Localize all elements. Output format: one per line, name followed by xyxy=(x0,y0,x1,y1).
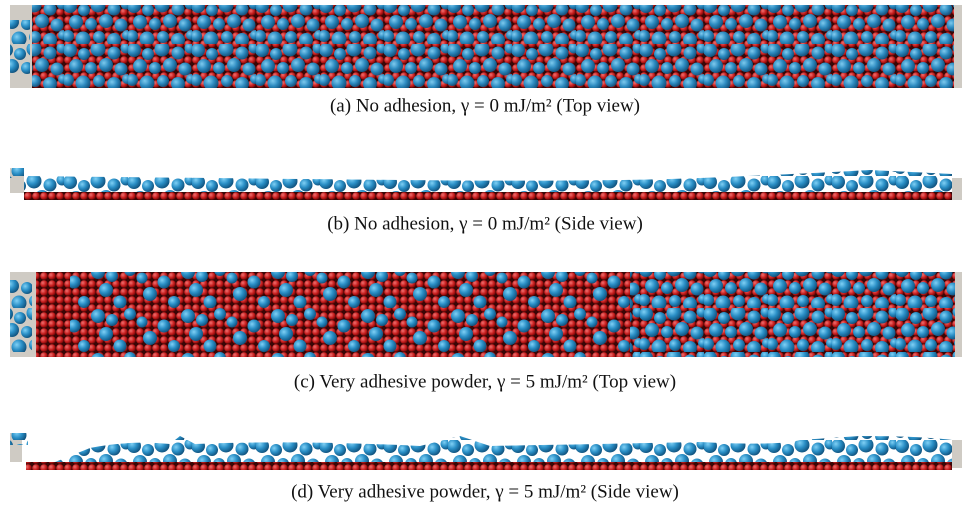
caption: (d) Very adhesive powder, γ = 5 mJ/m² (S… xyxy=(291,481,679,502)
caption: (b) No adhesion, γ = 0 mJ/m² (Side view) xyxy=(327,213,643,234)
panel-d xyxy=(10,433,962,470)
caption: (a) No adhesion, γ = 0 mJ/m² (Top view) xyxy=(330,95,640,116)
caption: (c) Very adhesive powder, γ = 5 mJ/m² (T… xyxy=(294,371,676,392)
panel-a xyxy=(10,5,962,88)
panel-b xyxy=(10,168,962,200)
panel-c xyxy=(10,272,962,357)
